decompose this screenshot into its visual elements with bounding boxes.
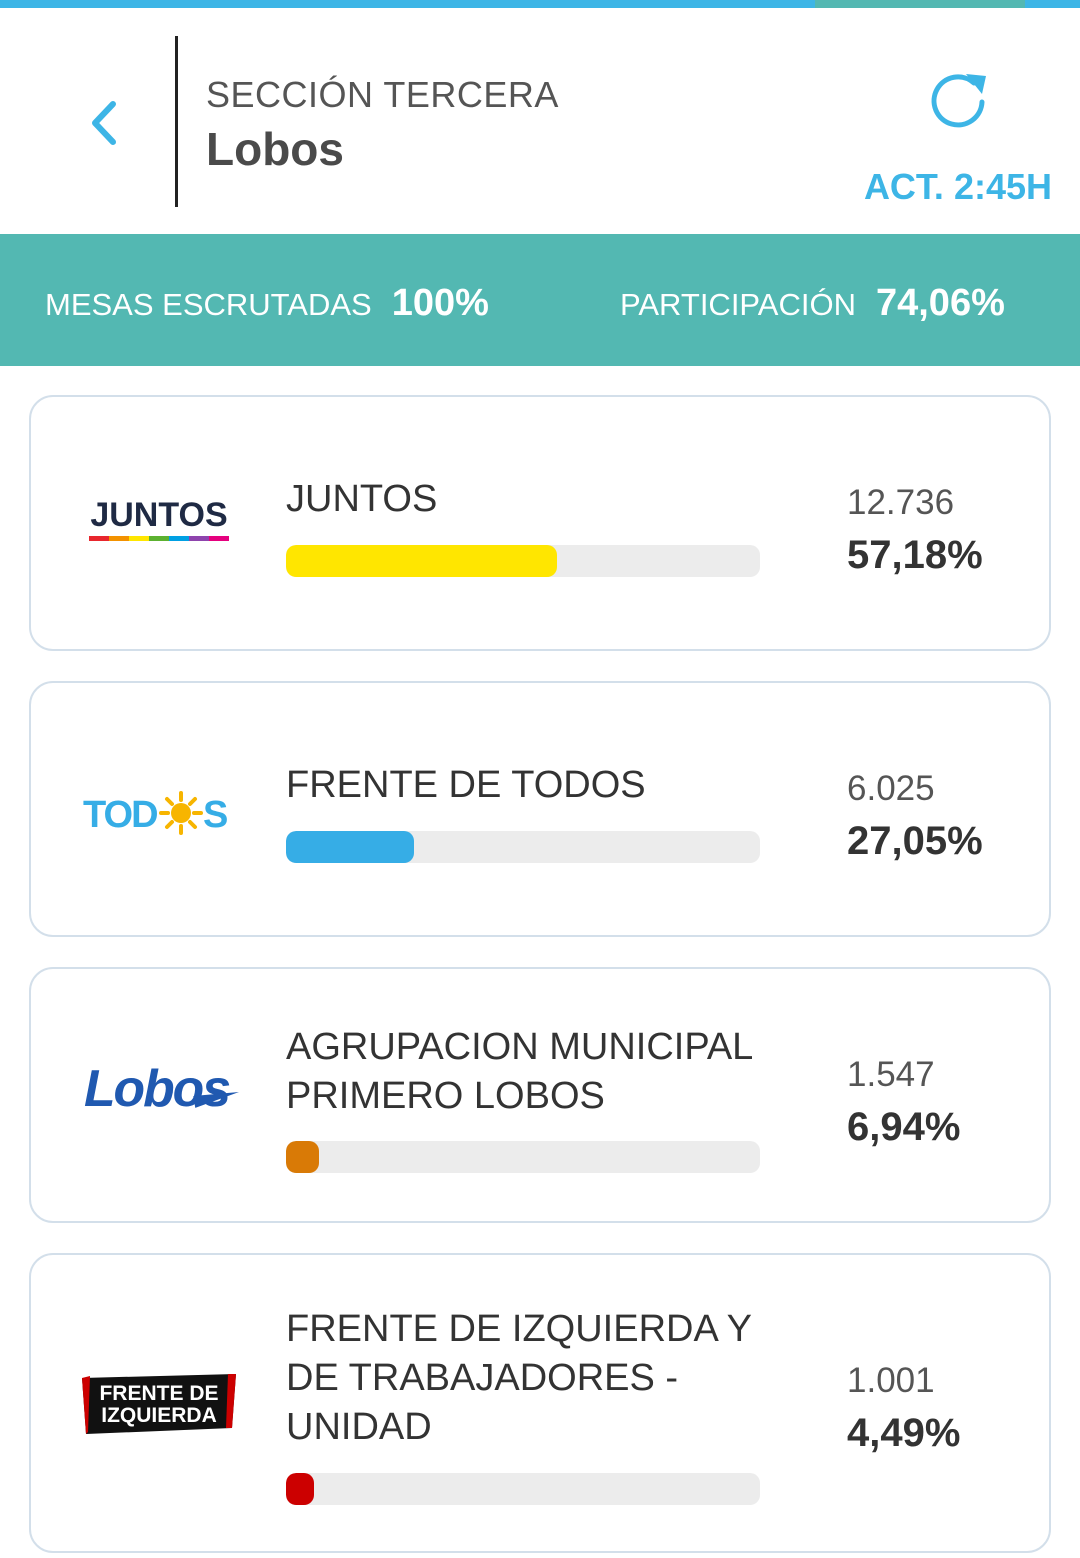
refresh-icon <box>931 74 986 128</box>
svg-text:TOD: TOD <box>83 794 157 836</box>
vote-count: 12.736 <box>847 483 955 522</box>
vote-percent: 6,94% <box>847 1105 961 1149</box>
mesas-value: 100% <box>391 282 489 324</box>
svg-text:Lobos: Lobos <box>84 1059 229 1117</box>
primero-lobos-logo: Lobos <box>76 1049 241 1129</box>
header: SECCIÓN TERCERA Lobos ACT. 2:45H <box>0 8 1080 234</box>
participacion-stat: PARTICIPACIÓN 74,06% <box>620 282 1005 325</box>
vote-count: 6.025 <box>847 769 935 808</box>
svg-text:IZQUIERDA: IZQUIERDA <box>101 1404 217 1427</box>
back-button[interactable] <box>78 88 128 158</box>
mesas-escrutadas-stat: MESAS ESCRUTADAS 100% <box>45 282 489 325</box>
header-divider <box>175 36 178 207</box>
svg-text:S: S <box>203 794 228 836</box>
chevron-left-icon <box>92 101 116 145</box>
vote-count: 1.001 <box>847 1361 935 1400</box>
svg-text:JUNTOS: JUNTOS <box>90 496 227 534</box>
juntos-logo: JUNTOS <box>76 487 241 557</box>
party-card-frente-de-todos[interactable]: TOD S FRENTE DE TODOS 6.025 27,05% <box>29 681 1051 937</box>
vote-percent: 27,05% <box>847 819 983 863</box>
vote-bar-fill <box>286 545 557 577</box>
stats-bar: MESAS ESCRUTADAS 100% PARTICIPACIÓN 74,0… <box>0 234 1080 366</box>
section-label: SECCIÓN TERCERA <box>206 74 559 115</box>
top-accent-segment <box>815 0 1025 8</box>
participacion-value: 74,06% <box>875 282 1005 324</box>
party-name: FRENTE DE IZQUIERDA Y DE TRABAJADORES - … <box>286 1308 752 1448</box>
page-title: Lobos <box>206 123 344 175</box>
party-name: FRENTE DE TODOS <box>286 764 646 806</box>
party-card-primero-lobos[interactable]: Lobos AGRUPACION MUNICIPAL PRIMERO LOBOS… <box>29 967 1051 1223</box>
party-card-juntos[interactable]: JUNTOS JUNTOS 12.736 57,18% <box>29 395 1051 651</box>
vote-bar-track <box>286 545 760 577</box>
svg-text:FRENTE DE: FRENTE DE <box>99 1382 218 1405</box>
mesas-label: MESAS ESCRUTADAS <box>45 287 372 322</box>
vote-count: 1.547 <box>847 1055 935 1094</box>
party-name: JUNTOS <box>286 478 438 520</box>
vote-bar-track <box>286 831 760 863</box>
vote-bar-track <box>286 1141 760 1173</box>
refresh-button[interactable] <box>924 66 992 134</box>
party-card-frente-de-izquierda[interactable]: FRENTE DE IZQUIERDA FRENTE DE IZQUIERDA … <box>29 1253 1051 1553</box>
vote-percent: 57,18% <box>847 533 983 577</box>
vote-percent: 4,49% <box>847 1411 961 1455</box>
todos-logo: TOD S <box>76 778 241 848</box>
fit-logo: FRENTE DE IZQUIERDA <box>76 1365 241 1445</box>
participacion-label: PARTICIPACIÓN <box>620 287 856 322</box>
vote-bar-track <box>286 1473 760 1505</box>
last-update-label: ACT. 2:45H <box>863 166 1052 207</box>
top-accent-strip <box>0 0 1080 8</box>
vote-bar-fill <box>286 831 414 863</box>
party-name: AGRUPACION MUNICIPAL PRIMERO LOBOS <box>286 1026 752 1117</box>
vote-bar-fill <box>286 1141 319 1173</box>
vote-bar-fill <box>286 1473 314 1505</box>
